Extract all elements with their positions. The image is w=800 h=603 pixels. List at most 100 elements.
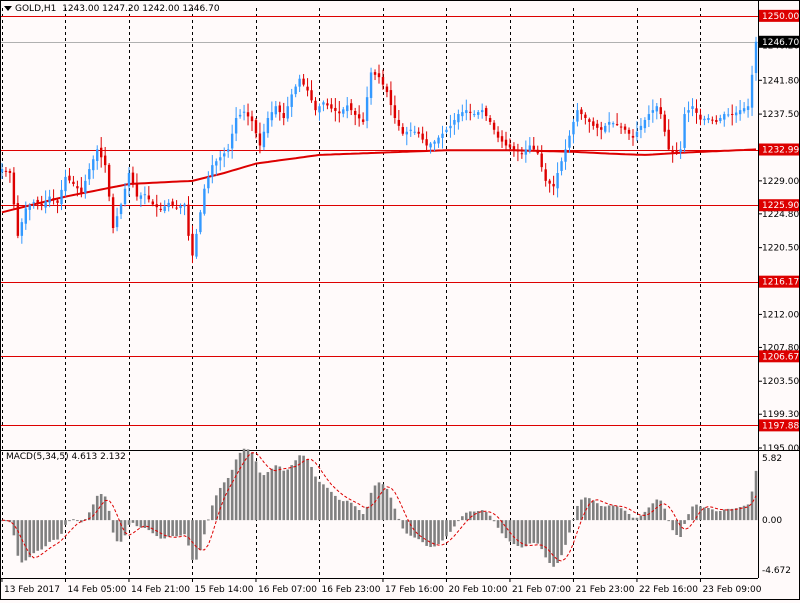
- macd-bar: [397, 518, 401, 521]
- macd-bar: [516, 520, 520, 546]
- candle-body: [298, 78, 301, 87]
- price-axis[interactable]: 1246.201241.801237.501233.101229.001224.…: [758, 0, 800, 578]
- macd-bar: [568, 520, 571, 533]
- candle-body: [524, 149, 528, 155]
- candle-body: [667, 129, 670, 150]
- macd-bar: [707, 508, 710, 521]
- macd-bar: [627, 514, 631, 521]
- macd-bar: [326, 487, 329, 521]
- candle-body: [361, 119, 365, 122]
- macd-bar: [671, 520, 674, 531]
- candle-body: [469, 111, 472, 113]
- candle-body: [127, 173, 131, 187]
- macd-bar: [60, 520, 63, 534]
- macd-bar: [683, 520, 686, 524]
- level-price-label-box: [759, 9, 800, 22]
- candle-body: [48, 196, 51, 203]
- candle-body: [576, 110, 579, 122]
- candle-body: [230, 133, 234, 149]
- macd-bar: [556, 520, 559, 563]
- candle-body: [215, 161, 218, 166]
- macd-bar: [687, 514, 690, 521]
- candle-body: [723, 114, 726, 120]
- macd-bar: [703, 507, 706, 521]
- macd-bar: [722, 509, 726, 521]
- chevron-down-icon[interactable]: [4, 6, 12, 11]
- candle-body: [12, 172, 16, 205]
- macd-bar: [532, 520, 536, 543]
- candle-body: [512, 146, 516, 150]
- candle-body: [746, 106, 750, 110]
- candle-body: [155, 204, 158, 208]
- macd-bar: [500, 520, 504, 534]
- signal-line: [1, 452, 757, 562]
- y-tick-label: 1224.80: [762, 210, 799, 220]
- macd-bar: [127, 520, 131, 525]
- candle-body: [592, 121, 595, 126]
- candle-body: [516, 149, 520, 152]
- candle-body: [353, 110, 357, 115]
- time-axis[interactable]: 13 Feb 2017 14 Feb 05:00 14 Feb 21:00 15 Fe…: [0, 578, 762, 595]
- macd-bar: [302, 455, 305, 521]
- macd-bar: [738, 507, 742, 521]
- macd-bar: [234, 459, 238, 521]
- macd-bar: [742, 505, 746, 521]
- candle-body: [639, 125, 643, 130]
- macd-bar: [611, 505, 615, 521]
- candle-body: [715, 120, 718, 122]
- candle-body: [187, 204, 190, 236]
- y-tick-label: 1199.30: [762, 410, 799, 420]
- macd-bar: [211, 505, 214, 521]
- candle-body: [203, 188, 206, 214]
- macd-bar: [8, 520, 12, 523]
- macd-bar: [433, 520, 436, 547]
- candle-body: [302, 78, 305, 85]
- candle-body: [163, 206, 166, 211]
- candles: [0, 36, 758, 264]
- x-tick-label: 20 Feb 10:00: [448, 585, 507, 595]
- candle-body: [290, 94, 293, 107]
- candle-body: [588, 119, 591, 122]
- candle-body: [389, 90, 393, 106]
- x-tick-label: 17 Feb 16:00: [385, 585, 444, 595]
- macd-bar: [726, 508, 730, 521]
- candle-body: [274, 106, 278, 115]
- candle-body: [199, 212, 202, 233]
- candle-body: [369, 72, 373, 98]
- candle-body: [611, 123, 615, 125]
- candle-body: [572, 121, 575, 135]
- candle-body: [695, 108, 698, 113]
- ma-line: [1, 148, 757, 214]
- candle-body: [731, 113, 734, 115]
- macd-bar: [413, 520, 417, 538]
- candle-body: [377, 73, 381, 78]
- candle-body: [385, 86, 389, 93]
- macd-bar: [341, 501, 345, 521]
- macd-bar: [357, 510, 361, 521]
- candle-body: [544, 169, 547, 181]
- macd-tick-label: -4.672: [762, 566, 791, 576]
- level-price-label: 1225.90: [762, 201, 799, 211]
- candle-body: [282, 113, 285, 118]
- macd-bar: [270, 468, 274, 521]
- macd-bar: [639, 515, 643, 521]
- candle-body: [477, 112, 480, 115]
- horizontal-levels[interactable]: [0, 16, 758, 426]
- macd-bar: [592, 500, 595, 521]
- macd-bar: [314, 476, 317, 521]
- candle-body: [496, 131, 500, 138]
- macd-bar: [655, 499, 659, 521]
- candle-body: [461, 112, 464, 117]
- candle-body: [691, 106, 694, 109]
- candle-body: [20, 222, 24, 236]
- candle-body: [508, 144, 512, 148]
- macd-bar: [667, 520, 671, 522]
- macd-bar: [393, 508, 397, 521]
- macd-bar: [588, 498, 591, 521]
- level-price-label: 1197.88: [762, 421, 799, 431]
- macd-bar: [282, 470, 286, 521]
- macd-bar: [492, 520, 496, 522]
- candle-body: [445, 129, 448, 132]
- macd-bar: [242, 448, 246, 521]
